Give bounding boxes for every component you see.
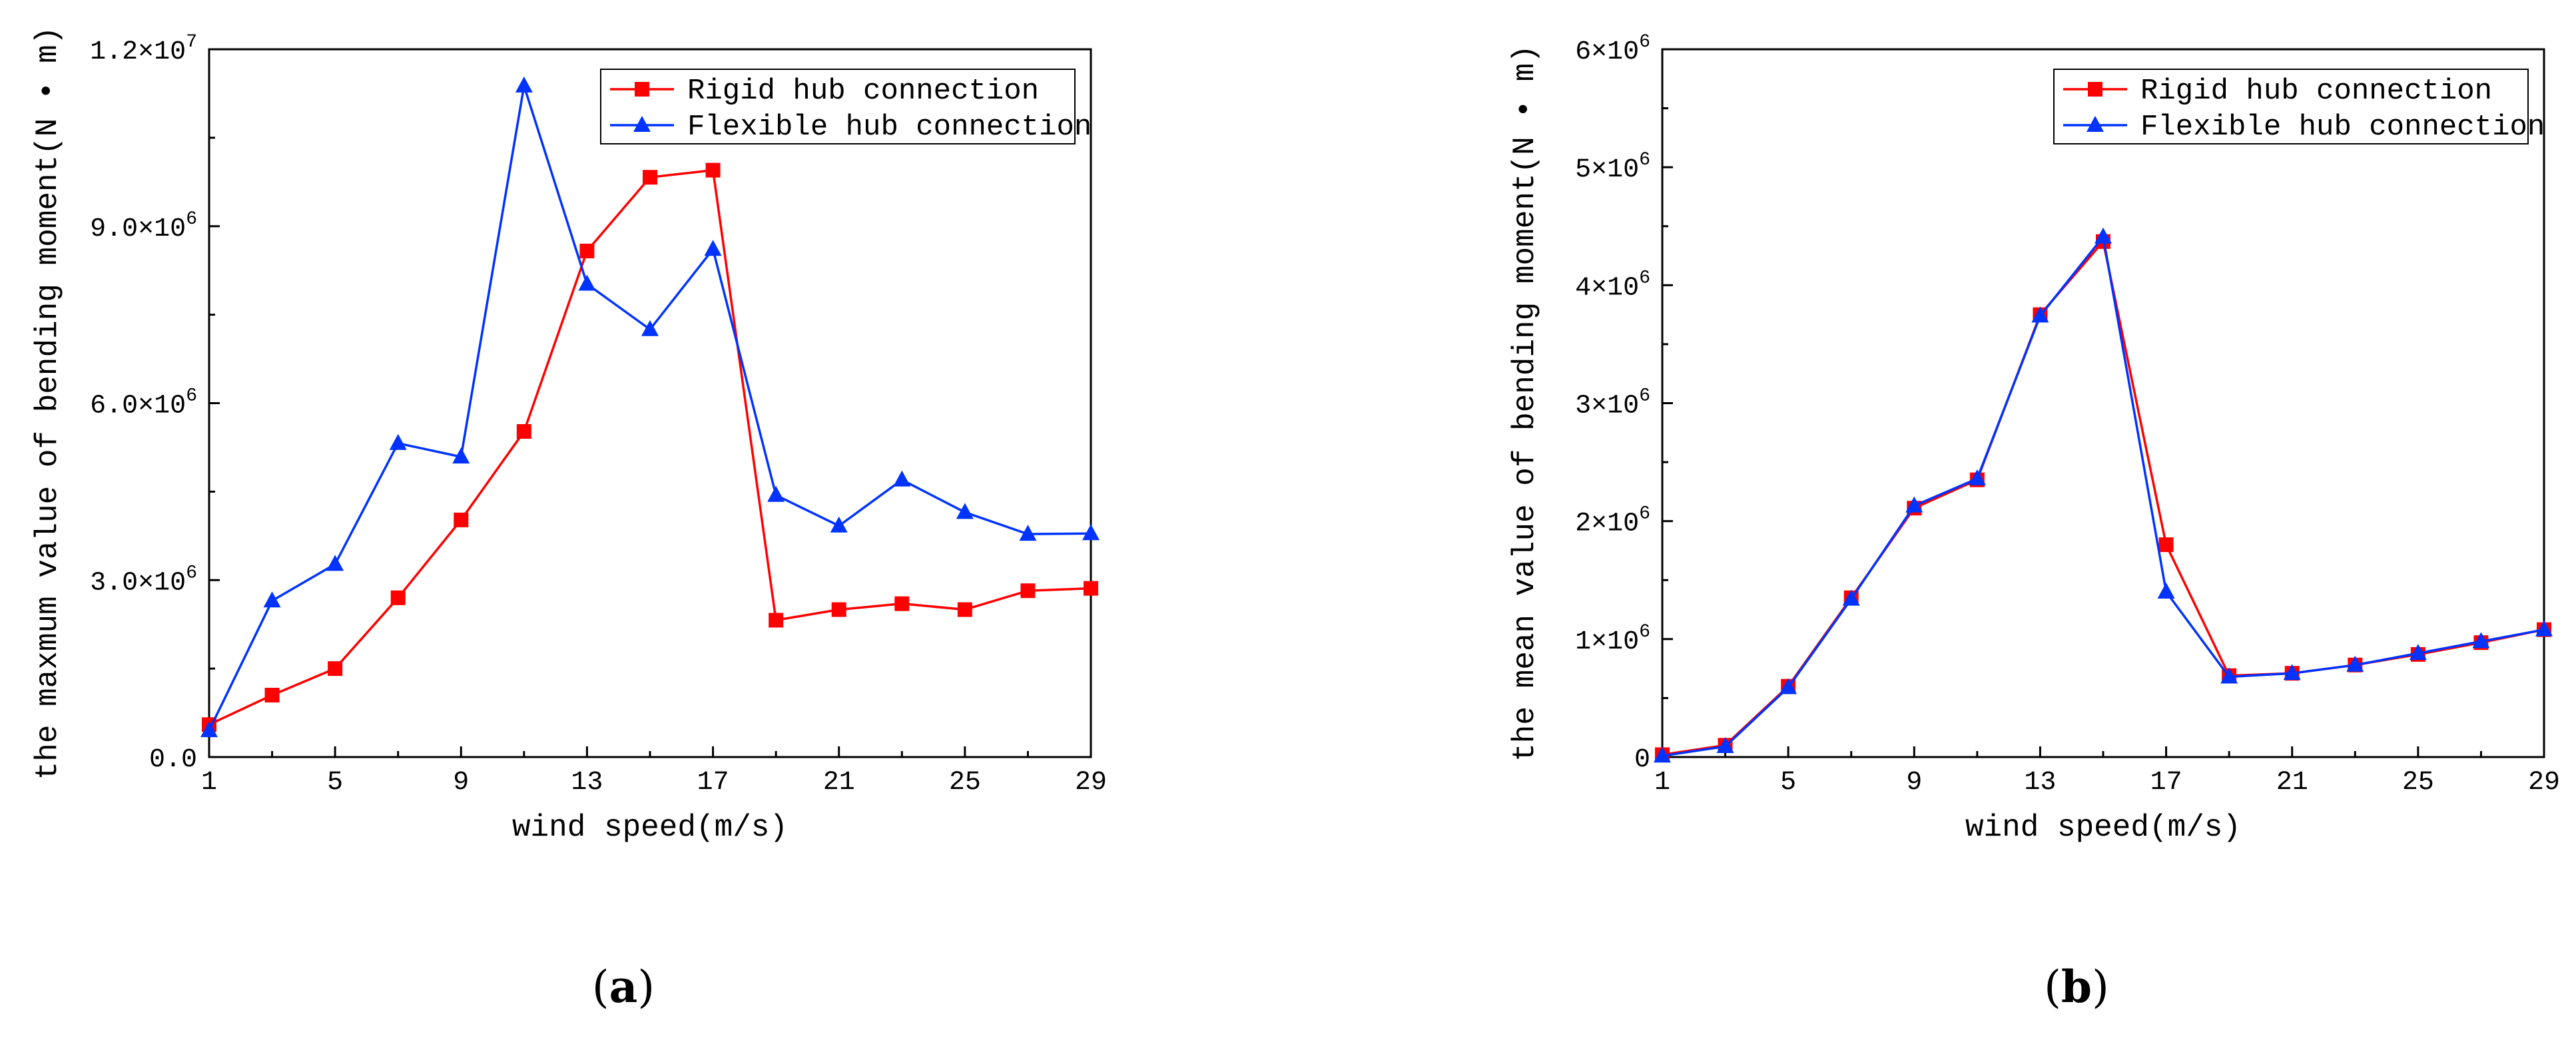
data-point-1	[704, 240, 722, 256]
data-point-1	[326, 555, 344, 571]
x-axis-label: wind speed(m/s)	[512, 810, 788, 845]
x-tick-label: 21	[2276, 768, 2308, 798]
series-line-1	[1662, 234, 2545, 757]
y-axis-label: the mean value of bending moment(N • m)	[1508, 45, 1542, 762]
y-tick-label: 6×106	[1575, 32, 1650, 67]
data-point-1	[2346, 655, 2364, 672]
data-point-0	[894, 596, 910, 611]
y-tick-label: 0	[1634, 745, 1650, 775]
data-point-1	[200, 721, 218, 738]
data-point-1	[1968, 469, 1986, 485]
data-point-1	[767, 485, 785, 502]
data-point-1	[578, 274, 596, 291]
data-point-0	[2158, 537, 2174, 553]
legend-box	[2053, 69, 2529, 144]
data-point-1	[389, 433, 407, 450]
x-tick-label: 25	[2402, 768, 2434, 798]
series-line-0	[208, 168, 1092, 726]
data-point-1	[1082, 524, 1100, 541]
data-point-1	[1716, 737, 1734, 754]
data-point-0	[957, 602, 972, 617]
data-point-1	[2535, 620, 2553, 637]
panel-label: (b)	[2044, 961, 2109, 1013]
x-tick-label: 1	[1654, 768, 1670, 798]
data-point-1	[2283, 664, 2301, 680]
data-point-0	[831, 602, 846, 617]
x-tick-label: 25	[949, 768, 981, 798]
x-tick-label: 9	[1906, 768, 1922, 798]
y-tick-label: 6.0×106	[90, 386, 197, 421]
y-tick-label: 3×106	[1575, 386, 1650, 421]
data-point-1	[2094, 227, 2112, 244]
data-point-0	[705, 162, 721, 178]
data-point-1	[1654, 746, 1671, 763]
data-point-1	[2157, 582, 2175, 599]
plot-frame	[208, 48, 1092, 758]
data-point-1	[2409, 644, 2427, 660]
x-tick-label: 9	[453, 768, 469, 798]
data-point-1	[263, 591, 281, 608]
x-tick-label: 13	[571, 768, 603, 798]
data-point-0	[264, 687, 280, 702]
legend-label-0: Rigid hub connection	[2140, 75, 2492, 108]
legend-box	[600, 69, 1076, 144]
y-tick-label: 1×106	[1575, 622, 1650, 657]
x-tick-label: 5	[327, 768, 343, 798]
data-point-0	[1084, 581, 1098, 596]
x-tick-label: 13	[2024, 768, 2056, 798]
legend-label-0: Rigid hub connection	[687, 75, 1039, 108]
x-tick-label: 5	[1780, 768, 1796, 798]
data-point-1	[2220, 667, 2238, 684]
x-tick-label: 21	[823, 768, 855, 798]
legend-label-1: Flexible hub connection	[687, 111, 1092, 144]
data-point-0	[390, 590, 406, 605]
x-tick-label: 29	[2528, 768, 2560, 798]
y-axis-label: the maxmum value of bending moment(N • m…	[31, 27, 65, 780]
y-tick-label: 1.2×107	[90, 32, 197, 67]
y-tick-label: 2×106	[1575, 504, 1650, 539]
panel-label: (a)	[592, 961, 655, 1013]
y-tick-label: 0.0	[149, 745, 197, 775]
data-point-1	[893, 470, 911, 487]
x-tick-label: 29	[1075, 768, 1107, 798]
data-point-0	[643, 170, 657, 185]
data-point-0	[1020, 583, 1036, 599]
data-point-1	[641, 320, 659, 336]
y-tick-label: 3.0×106	[90, 563, 197, 598]
data-point-0	[328, 661, 343, 676]
y-tick-label: 5×106	[1575, 150, 1650, 185]
chart-panel-a: 1 5 9 13 17 21 25 29 0.0 3.0×106 6.0×106 9.0×106 1.2…	[31, 27, 1107, 1013]
legend-marker-0	[635, 82, 649, 97]
data-point-0	[516, 424, 531, 439]
data-point-1	[1779, 678, 1797, 694]
data-point-1	[515, 76, 533, 93]
data-point-1	[2472, 632, 2490, 649]
data-point-0	[454, 512, 469, 527]
x-axis-label: wind speed(m/s)	[1965, 810, 2241, 845]
x-tick-label: 17	[2150, 768, 2182, 798]
legend-marker-1	[633, 116, 651, 132]
data-point-1	[956, 503, 974, 519]
legend-marker-0	[2088, 82, 2102, 97]
data-point-1	[1905, 496, 1923, 513]
legend-marker-1	[2087, 116, 2104, 132]
legend-label-1: Flexible hub connection	[2140, 111, 2545, 144]
data-point-1	[2031, 306, 2049, 323]
data-point-0	[579, 243, 595, 258]
data-point-1	[1019, 525, 1037, 541]
data-point-1	[1842, 589, 1860, 606]
y-tick-label: 9.0×106	[90, 209, 197, 244]
data-point-1	[830, 516, 848, 533]
y-tick-label: 4×106	[1575, 268, 1650, 303]
data-point-0	[769, 613, 784, 628]
chart-panel-b: 1 5 9 13 17 21 25 29 0 1×106 2×106 3×106 4×106 5×106 6…	[1508, 32, 2560, 1013]
x-tick-label: 17	[697, 768, 729, 798]
x-tick-label: 1	[201, 768, 217, 798]
data-point-1	[452, 447, 470, 464]
